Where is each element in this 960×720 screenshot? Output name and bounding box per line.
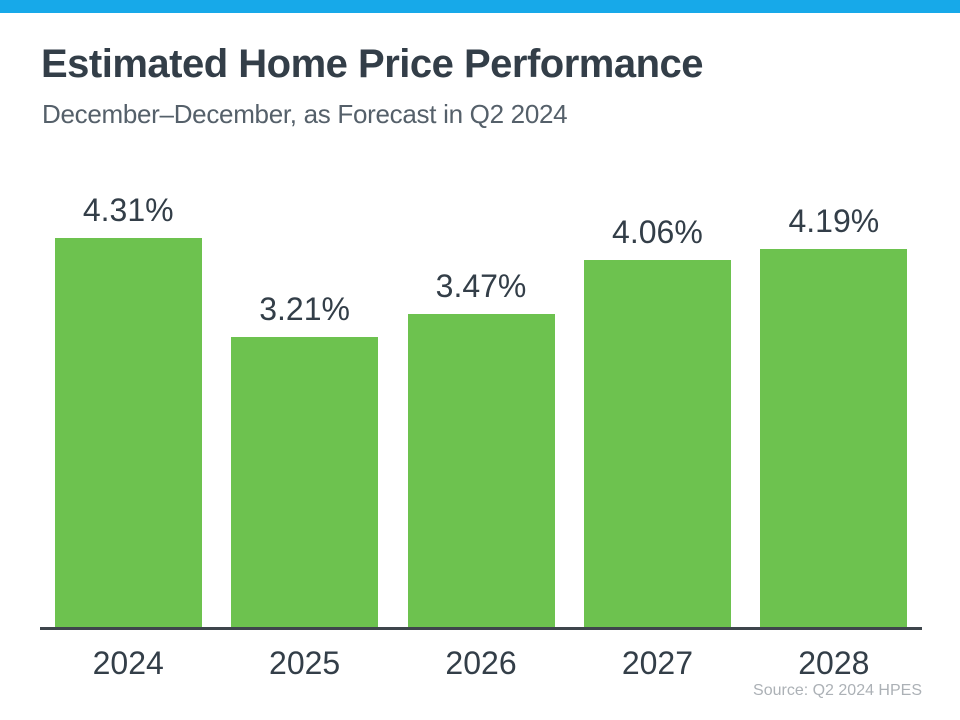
page-subtitle: December–December, as Forecast in Q2 202… bbox=[42, 99, 568, 129]
bar-value-label-2028: 4.19% bbox=[788, 203, 880, 239]
bar-group-2028: 4.19% bbox=[746, 190, 922, 627]
bar-group-2024: 4.31% bbox=[40, 190, 216, 627]
bar-2027 bbox=[583, 260, 731, 627]
x-tick-2026: 2026 bbox=[445, 645, 517, 681]
bar-group-2026: 3.47% bbox=[393, 190, 569, 627]
bar-group-2025: 3.21% bbox=[216, 190, 392, 627]
bar-2024 bbox=[54, 238, 202, 627]
bar-value-label-2025: 3.21% bbox=[259, 291, 350, 327]
bar-2028 bbox=[760, 249, 908, 627]
bar-2026 bbox=[407, 314, 555, 627]
source-note: Source: Q2 2024 HPES bbox=[753, 682, 922, 699]
bar-2025 bbox=[231, 337, 379, 627]
x-tick-2027: 2027 bbox=[621, 645, 694, 681]
bar-value-label-2024: 4.31% bbox=[82, 192, 174, 228]
top-accent-bar bbox=[0, 0, 960, 13]
x-tick-2028: 2028 bbox=[798, 645, 870, 681]
x-axis-labels: 2024 2025 2026 2027 2028 bbox=[40, 630, 922, 682]
bar-group-2027: 4.06% bbox=[569, 190, 745, 627]
x-axis-line bbox=[40, 627, 922, 630]
bar-chart: 4.31% 3.21% 3.47% 4.06% 4.19% 2024 2025 … bbox=[40, 190, 922, 682]
bar-value-label-2027: 4.06% bbox=[612, 214, 703, 250]
plot-area: 4.31% 3.21% 3.47% 4.06% 4.19% bbox=[40, 190, 922, 627]
bar-value-label-2026: 3.47% bbox=[435, 268, 527, 304]
x-tick-2025: 2025 bbox=[269, 645, 341, 681]
page-title: Estimated Home Price Performance bbox=[41, 42, 704, 86]
x-tick-2024: 2024 bbox=[92, 645, 164, 681]
